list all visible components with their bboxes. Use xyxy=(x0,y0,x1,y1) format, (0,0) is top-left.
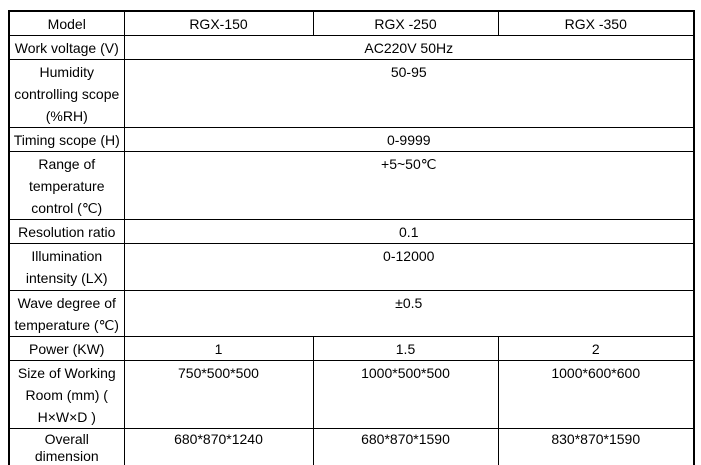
cell-power-rgx350: 2 xyxy=(497,336,695,361)
cell-resolution-ratio-value: 0.1 xyxy=(123,219,695,244)
cell-humidity-value: 50-95 xyxy=(123,59,695,128)
table-row-power: Power (KW) 1 1.5 2 xyxy=(8,336,695,361)
cell-work-voltage-value: AC220V 50Hz xyxy=(123,35,695,60)
table-row-wave-degree: Wave degree of temperature (℃) ±0.5 xyxy=(8,290,695,337)
cell-working-room-rgx350: 1000*600*600 xyxy=(497,360,695,429)
row-label-resolution-ratio: Resolution ratio xyxy=(8,219,125,244)
row-label-humidity: Humidity controlling scope (%RH) xyxy=(8,59,125,128)
table-row-timing-scope: Timing scope (H) 0-9999 xyxy=(8,127,695,152)
table-row-working-room-size: Size of Working Room (mm) ( H×W×D ) 750*… xyxy=(8,360,695,429)
cell-model-rgx150: RGX-150 xyxy=(123,10,314,36)
cell-temperature-range-value: +5~50℃ xyxy=(123,151,695,220)
table-row-model: Model RGX-150 RGX -250 RGX -350 xyxy=(8,10,695,36)
spec-table: Model RGX-150 RGX -250 RGX -350 Work vol… xyxy=(8,10,695,465)
cell-model-rgx350: RGX -350 xyxy=(497,10,695,36)
table-row-humidity: Humidity controlling scope (%RH) 50-95 xyxy=(8,59,695,128)
row-label-timing-scope: Timing scope (H) xyxy=(8,127,125,152)
cell-model-rgx250: RGX -250 xyxy=(312,10,499,36)
row-label-work-voltage: Work voltage (V) xyxy=(8,35,125,60)
row-label-power: Power (KW) xyxy=(8,336,125,361)
row-label-illumination: Illumination intensity (LX) xyxy=(8,243,125,291)
table-row-illumination: Illumination intensity (LX) 0-12000 xyxy=(8,243,695,291)
cell-overall-dimension-rgx250: 680*870*1590 xyxy=(312,428,499,465)
table-row-temperature-range: Range of temperature control (℃) +5~50℃ xyxy=(8,151,695,220)
row-label-model: Model xyxy=(8,10,125,36)
table-row-work-voltage: Work voltage (V) AC220V 50Hz xyxy=(8,35,695,60)
cell-working-room-rgx250: 1000*500*500 xyxy=(312,360,499,429)
table-row-overall-dimension: Overall dimension (mm) （L×W×H） 680*870*1… xyxy=(8,428,695,465)
row-label-overall-dimension: Overall dimension (mm) （L×W×H） xyxy=(8,428,125,465)
cell-overall-dimension-rgx150: 680*870*1240 xyxy=(123,428,314,465)
table-row-resolution-ratio: Resolution ratio 0.1 xyxy=(8,219,695,244)
row-label-wave-degree: Wave degree of temperature (℃) xyxy=(8,290,125,337)
cell-working-room-rgx150: 750*500*500 xyxy=(123,360,314,429)
row-label-working-room-size: Size of Working Room (mm) ( H×W×D ) xyxy=(8,360,125,429)
cell-timing-scope-value: 0-9999 xyxy=(123,127,695,152)
cell-overall-dimension-rgx350: 830*870*1590 xyxy=(497,428,695,465)
cell-illumination-value: 0-12000 xyxy=(123,243,695,291)
cell-power-rgx150: 1 xyxy=(123,336,314,361)
row-label-temperature-range: Range of temperature control (℃) xyxy=(8,151,125,220)
cell-power-rgx250: 1.5 xyxy=(312,336,499,361)
cell-wave-degree-value: ±0.5 xyxy=(123,290,695,337)
